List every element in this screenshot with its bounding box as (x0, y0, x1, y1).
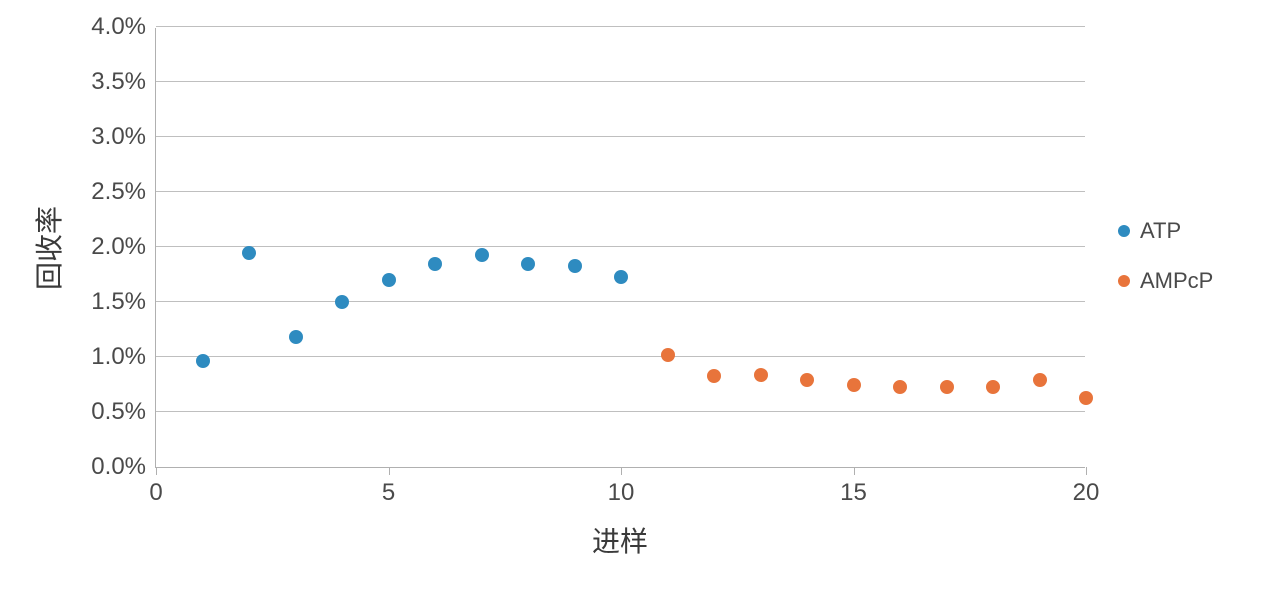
data-point (1079, 391, 1093, 405)
data-point (475, 248, 489, 262)
x-tick-label: 15 (840, 479, 867, 507)
legend-item: AMPcP (1118, 268, 1213, 294)
data-point (661, 348, 675, 362)
gridline (156, 26, 1085, 27)
data-point (707, 369, 721, 383)
scatter-chart: 0.0% 0.5% 1.0% 1.5% 2.0% 2.5% 3.0% 3.5% 4.0% 0 5 10… (0, 0, 1280, 606)
legend-label: AMPcP (1140, 268, 1213, 294)
x-tick-label: 10 (608, 479, 635, 507)
gridline (156, 191, 1085, 192)
y-tick-label: 2.0% (91, 233, 156, 261)
data-point (1033, 373, 1047, 387)
data-point (196, 354, 210, 368)
y-tick-label: 3.0% (91, 123, 156, 151)
data-point (800, 373, 814, 387)
data-point (893, 380, 907, 394)
x-tick-label: 20 (1073, 479, 1100, 507)
y-tick-label: 0.0% (91, 453, 156, 481)
data-point (521, 257, 535, 271)
data-point (940, 380, 954, 394)
x-tick (621, 467, 622, 475)
data-point (986, 380, 1000, 394)
legend-item: ATP (1118, 218, 1213, 244)
gridline (156, 356, 1085, 357)
y-tick-label: 1.5% (91, 288, 156, 316)
data-point (289, 330, 303, 344)
data-point (428, 257, 442, 271)
y-tick-label: 3.5% (91, 68, 156, 96)
legend: ATP AMPcP (1118, 218, 1213, 318)
legend-marker (1118, 225, 1130, 237)
gridline (156, 411, 1085, 412)
y-tick-label: 0.5% (91, 398, 156, 426)
gridline (156, 81, 1085, 82)
data-point (242, 246, 256, 260)
y-tick-label: 1.0% (91, 343, 156, 371)
data-point (847, 378, 861, 392)
data-point (568, 259, 582, 273)
x-tick-label: 5 (382, 479, 395, 507)
legend-label: ATP (1140, 218, 1181, 244)
y-tick-label: 4.0% (91, 13, 156, 41)
x-tick (1086, 467, 1087, 475)
legend-marker (1118, 275, 1130, 287)
data-point (754, 368, 768, 382)
y-tick-label: 2.5% (91, 178, 156, 206)
gridline (156, 301, 1085, 302)
gridline (156, 136, 1085, 137)
x-tick-label: 0 (149, 479, 162, 507)
plot-area: 0.0%0.5%1.0%1.5%2.0%2.5%3.0%3.5%4.0%0510… (155, 28, 1085, 468)
x-tick (854, 467, 855, 475)
x-tick (156, 467, 157, 475)
data-point (335, 295, 349, 309)
x-tick (389, 467, 390, 475)
y-axis-label: 回收率 (28, 206, 68, 290)
data-point (382, 273, 396, 287)
gridline (156, 246, 1085, 247)
x-axis-label: 进样 (592, 520, 648, 560)
data-point (614, 270, 628, 284)
